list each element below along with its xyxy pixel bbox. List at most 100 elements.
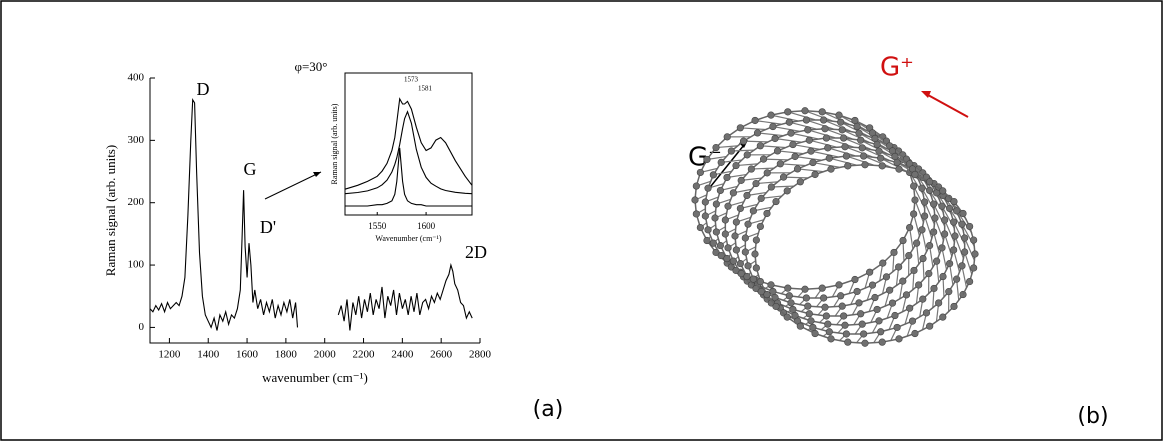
atom bbox=[803, 117, 810, 124]
x-tick-label: 1550 bbox=[368, 221, 387, 231]
atom bbox=[758, 195, 765, 202]
atom bbox=[770, 288, 777, 295]
atom bbox=[939, 188, 946, 195]
atom bbox=[764, 170, 771, 177]
y-axis-label: Raman signal (arb. units) bbox=[103, 145, 118, 276]
atom bbox=[950, 247, 957, 254]
atom bbox=[826, 328, 833, 335]
atom bbox=[753, 180, 760, 187]
atom bbox=[744, 152, 751, 159]
x-axis-label: wavenumber (cm⁻¹) bbox=[262, 370, 368, 385]
x-tick-label: 2000 bbox=[314, 349, 337, 361]
x-axis-label: Wavenumber (cm⁻¹) bbox=[375, 234, 442, 243]
inset-peak-label: 1573 bbox=[404, 76, 419, 84]
atom bbox=[910, 183, 917, 190]
atom bbox=[930, 201, 937, 208]
atom bbox=[951, 303, 958, 310]
atom bbox=[892, 312, 899, 319]
atom bbox=[889, 300, 896, 307]
atom bbox=[862, 161, 869, 168]
atom bbox=[859, 321, 866, 328]
atom bbox=[961, 235, 968, 242]
bond bbox=[773, 127, 799, 132]
atom bbox=[894, 159, 901, 166]
x-tick-label: 1400 bbox=[197, 349, 220, 361]
atom bbox=[790, 306, 797, 313]
atom bbox=[788, 300, 795, 307]
y-tick-label: 0 bbox=[139, 321, 145, 333]
atom bbox=[866, 269, 873, 276]
panel-label: (a) bbox=[533, 397, 564, 422]
atom bbox=[869, 282, 876, 289]
atom bbox=[840, 135, 847, 142]
atom bbox=[780, 174, 787, 181]
atom bbox=[713, 144, 720, 151]
atom bbox=[915, 282, 922, 289]
atom bbox=[844, 163, 851, 170]
x-tick-label: 2200 bbox=[353, 349, 376, 361]
x-tick-label: 1600 bbox=[417, 221, 436, 231]
atom bbox=[959, 263, 966, 270]
atom bbox=[757, 278, 764, 285]
atom bbox=[803, 295, 810, 302]
bond bbox=[791, 133, 818, 139]
atom bbox=[718, 159, 725, 166]
atom bbox=[705, 227, 712, 234]
atom bbox=[742, 249, 749, 256]
atom bbox=[941, 217, 948, 224]
data-line bbox=[345, 99, 472, 189]
atom bbox=[737, 260, 744, 267]
atom bbox=[939, 203, 946, 210]
bond bbox=[755, 120, 781, 124]
atom bbox=[879, 339, 886, 346]
atom bbox=[752, 117, 759, 124]
atom bbox=[842, 143, 849, 150]
atom bbox=[812, 330, 819, 337]
atom bbox=[717, 187, 724, 194]
atom bbox=[784, 285, 791, 292]
atom bbox=[804, 303, 811, 310]
atom bbox=[935, 300, 942, 307]
atom bbox=[722, 217, 729, 224]
y-tick-label: 300 bbox=[128, 134, 145, 146]
atom bbox=[940, 273, 947, 280]
figure: 1200140016001800200022002400260028000100… bbox=[0, 0, 1163, 441]
bond bbox=[760, 146, 785, 148]
atom bbox=[856, 130, 863, 137]
atom bbox=[842, 322, 849, 329]
atom bbox=[823, 313, 830, 320]
atom bbox=[931, 285, 938, 292]
atom bbox=[837, 119, 844, 126]
bond bbox=[740, 128, 765, 130]
atom bbox=[970, 265, 977, 272]
atom bbox=[854, 123, 861, 130]
bond bbox=[813, 163, 839, 168]
atom bbox=[891, 249, 898, 256]
atom bbox=[812, 171, 819, 178]
atom bbox=[912, 171, 919, 178]
figure-border bbox=[1, 1, 1162, 440]
atom bbox=[919, 185, 926, 192]
atom bbox=[742, 235, 749, 242]
atom bbox=[790, 141, 797, 148]
atom bbox=[952, 233, 959, 240]
atom bbox=[883, 274, 890, 281]
atom bbox=[786, 119, 793, 126]
atom bbox=[717, 242, 724, 249]
atom bbox=[810, 159, 817, 166]
atom bbox=[909, 318, 916, 325]
atom bbox=[828, 166, 835, 173]
atom bbox=[824, 145, 831, 152]
atom bbox=[876, 318, 883, 325]
atom bbox=[754, 130, 761, 137]
atom bbox=[733, 219, 740, 226]
x-tick-label: 2600 bbox=[430, 349, 453, 361]
atom bbox=[797, 178, 804, 185]
atom bbox=[926, 323, 933, 330]
atom bbox=[925, 270, 932, 277]
atom bbox=[896, 166, 903, 173]
atom bbox=[744, 192, 751, 199]
atom bbox=[822, 304, 829, 311]
atom bbox=[837, 292, 844, 299]
atom bbox=[797, 323, 804, 330]
